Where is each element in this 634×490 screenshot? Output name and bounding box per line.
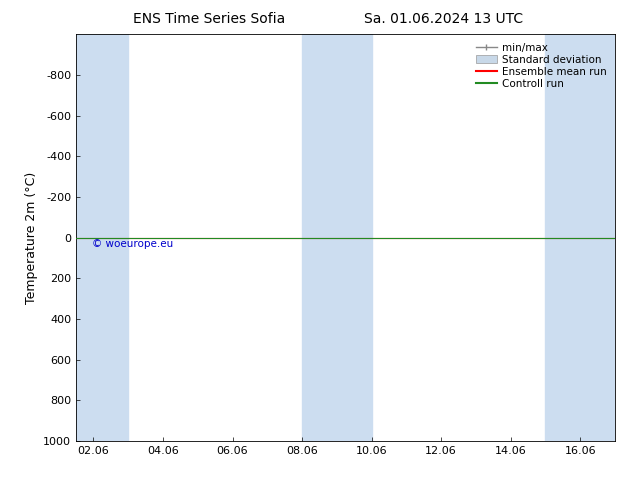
Text: Sa. 01.06.2024 13 UTC: Sa. 01.06.2024 13 UTC <box>365 12 523 26</box>
Bar <box>302 34 372 441</box>
Y-axis label: Temperature 2m (°C): Temperature 2m (°C) <box>25 172 37 304</box>
Text: © woeurope.eu: © woeurope.eu <box>93 239 174 249</box>
Bar <box>545 34 615 441</box>
Text: ENS Time Series Sofia: ENS Time Series Sofia <box>133 12 285 26</box>
Legend: min/max, Standard deviation, Ensemble mean run, Controll run: min/max, Standard deviation, Ensemble me… <box>473 40 610 92</box>
Bar <box>76 34 128 441</box>
